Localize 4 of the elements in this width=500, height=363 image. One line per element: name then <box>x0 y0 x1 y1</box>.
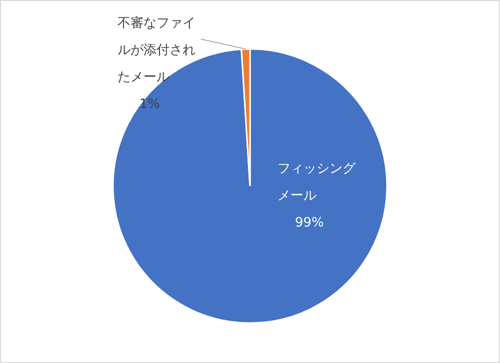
slice-label: 不審なファイルが添付されたメール <box>118 15 196 86</box>
data-label: 99% <box>294 215 324 230</box>
data-label: 1% <box>139 97 160 112</box>
slice-label: フィッシングメール <box>277 161 356 204</box>
